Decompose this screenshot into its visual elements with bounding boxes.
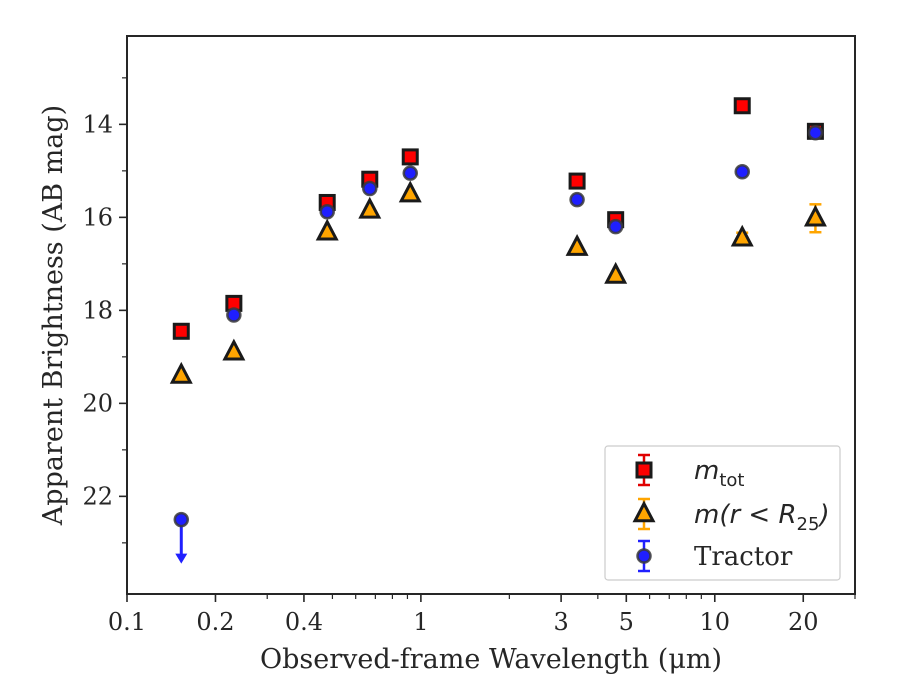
mtot-point: [733, 97, 751, 115]
x-tick-label: 10: [700, 608, 731, 636]
y-tick-label: 16: [82, 203, 113, 231]
y-axis-label: Apparent Brightness (AB mag): [38, 105, 69, 526]
y-axis-ticks: 14 16 18 20 22: [82, 77, 127, 544]
x-tick-label: 1: [413, 608, 428, 636]
tractor-point: [569, 191, 585, 208]
data-marks: [169, 97, 827, 564]
x-tick-label: 3: [553, 608, 568, 636]
y-tick-label: 22: [82, 482, 113, 510]
x-tick-label: 5: [619, 608, 634, 636]
y-tick-label: 18: [82, 296, 113, 324]
mr25-point: [803, 204, 827, 227]
mr25-point: [565, 234, 589, 256]
mr25-point: [315, 218, 339, 241]
x-axis-label: Observed-frame Wavelength (μm): [260, 644, 722, 675]
legend-label-tractor: Tractor: [694, 542, 793, 572]
legend-marker-mtot: [635, 461, 653, 479]
tractor-point: [362, 180, 378, 197]
y-tick-label: 20: [82, 389, 113, 417]
x-tick-label: 0.1: [108, 608, 146, 636]
x-tick-label: 20: [788, 608, 819, 636]
mr25-point: [358, 196, 382, 219]
tractor-point: [319, 204, 335, 220]
tractor-point: [226, 307, 242, 323]
legend-box: [604, 445, 841, 581]
tractor-point: [734, 164, 750, 180]
legend-label-mtot: mtot: [694, 456, 744, 491]
legend-marker-tractor: [636, 548, 652, 564]
legend-label-mr25: m(r < R25): [694, 500, 830, 535]
x-tick-label: 0.2: [196, 608, 234, 636]
legend-marker-mr25: [632, 500, 656, 523]
tractor-point: [402, 165, 418, 181]
tractor-point: [173, 511, 190, 528]
tractor-point: [807, 124, 824, 141]
mr25-point: [222, 338, 246, 361]
x-tick-label: 0.4: [285, 608, 323, 636]
y-tick-label: 14: [82, 110, 113, 138]
mtot-point: [401, 148, 419, 166]
mtot-point: [172, 322, 190, 340]
plot-frame: [126, 35, 856, 595]
tractor-point: [607, 218, 624, 235]
mr25-point: [169, 361, 193, 384]
mr25-point: [398, 180, 422, 203]
mr25-point: [604, 261, 628, 284]
legend: mtot m(r < R25) Tractor: [604, 445, 841, 581]
mr25-point: [730, 224, 754, 247]
mtot-point: [568, 172, 586, 190]
